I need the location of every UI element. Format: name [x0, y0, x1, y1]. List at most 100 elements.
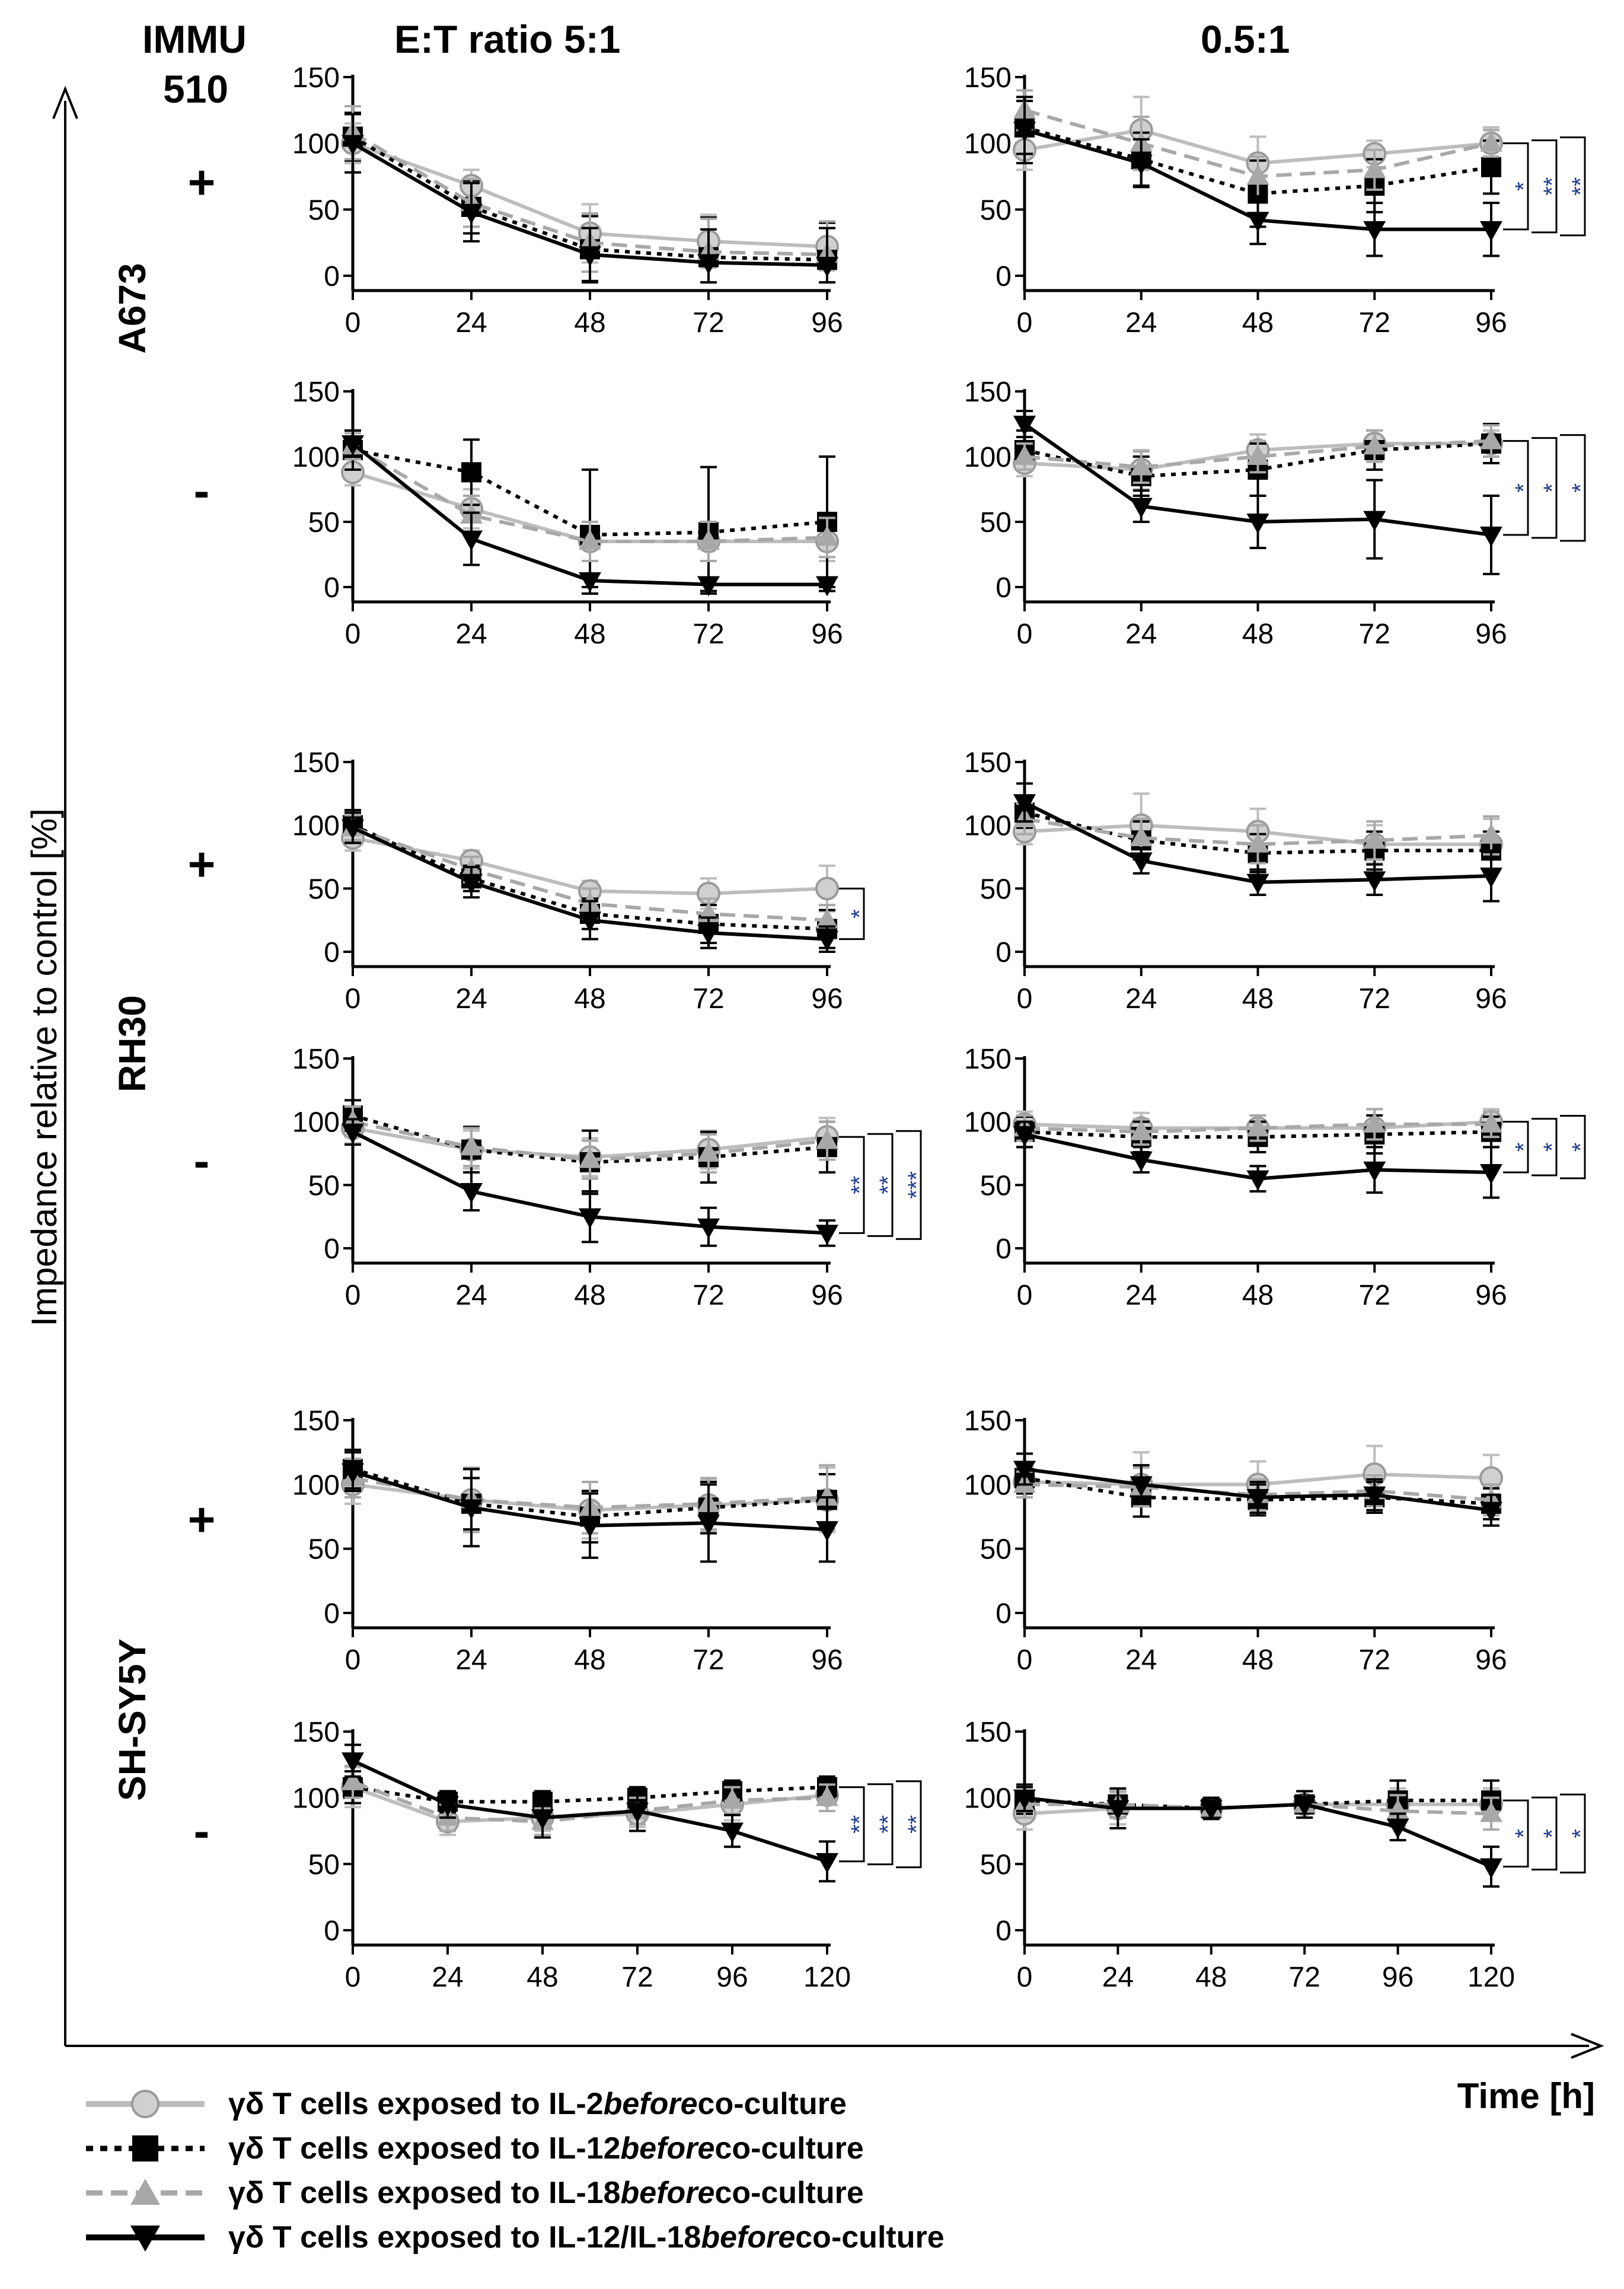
x-tick-label: 72 — [1359, 1644, 1390, 1676]
column-title-0-5-1: 0.5:1 — [1201, 17, 1290, 61]
series-line — [1024, 439, 1492, 469]
y-tick-label: 150 — [292, 747, 340, 779]
immu-label-line2: 510 — [163, 67, 229, 111]
data-point — [460, 1499, 483, 1520]
data-point — [1363, 1486, 1386, 1507]
y-tick-label: 100 — [964, 1469, 1012, 1501]
main-y-axis-arrow — [52, 85, 78, 119]
y-tick-label: 150 — [292, 377, 340, 408]
x-tick-label: 0 — [1017, 307, 1033, 339]
x-tick-label: 72 — [1359, 619, 1390, 650]
data-point — [579, 246, 601, 267]
legend-emph-il12: before — [620, 2131, 715, 2166]
x-tick-label: 48 — [574, 307, 605, 339]
data-point — [1481, 157, 1501, 177]
y-tick-label: 100 — [964, 1783, 1012, 1815]
y-tick-label: 50 — [308, 1534, 340, 1566]
series-line — [1024, 1122, 1491, 1134]
data-point — [1363, 511, 1386, 531]
legend-label-il18: γδ T cells exposed to IL-18 — [228, 2175, 621, 2210]
significance-label: ** — [875, 1815, 901, 1834]
significance-bracket — [867, 1783, 894, 1866]
x-tick-label: 72 — [1359, 307, 1390, 339]
data-point — [1480, 868, 1502, 888]
x-tick-label: 0 — [1017, 1644, 1033, 1676]
y-tick-label: 0 — [996, 937, 1012, 968]
data-point — [1013, 1461, 1036, 1481]
y-tick-label: 100 — [964, 129, 1012, 160]
data-point — [579, 530, 601, 550]
x-tick-label: 72 — [693, 1280, 724, 1311]
data-point — [1246, 514, 1269, 534]
data-point — [1363, 434, 1386, 455]
data-point — [460, 873, 483, 894]
series-line — [352, 1780, 828, 1823]
significance-bracket — [1532, 437, 1558, 539]
data-point — [1480, 131, 1502, 152]
significance-label: * — [847, 909, 873, 919]
x-tick-label: 24 — [432, 1962, 463, 1993]
y-tick-label: 0 — [324, 1598, 340, 1630]
x-tick-label: 72 — [693, 619, 724, 650]
data-point — [461, 462, 481, 483]
significance-label: * — [1539, 1829, 1565, 1838]
x-tick-label: 0 — [345, 1280, 361, 1311]
y-tick-label: 150 — [964, 377, 1012, 408]
x-axis-title: Time [h] — [1457, 2076, 1595, 2116]
y-tick-label: 100 — [964, 811, 1012, 842]
y-tick-label: 0 — [324, 572, 340, 604]
significance-bracket — [1503, 142, 1529, 231]
y-tick-label: 0 — [996, 261, 1012, 292]
series-line — [1024, 1130, 1492, 1139]
y-tick-label: 50 — [308, 195, 340, 226]
data-point — [579, 572, 601, 592]
significance-label: * — [1539, 483, 1565, 493]
y-tick-label: 150 — [964, 1405, 1012, 1437]
legend-label-il12-il18: γδ T cells exposed to IL-12/IL-18 — [228, 2220, 701, 2255]
x-tick-label: 96 — [1382, 1962, 1414, 1993]
chart-panel: 0 50 100 150 0 24 48 72 96 — [964, 747, 1507, 1015]
significance-label: * — [1511, 1143, 1537, 1152]
x-tick-label: 48 — [574, 1280, 605, 1311]
significance-label: ** — [847, 1815, 873, 1834]
x-tick-label: 72 — [693, 307, 724, 339]
data-point — [579, 1147, 601, 1168]
significance-bracket — [1532, 139, 1558, 234]
significance-label: ** — [875, 1176, 901, 1194]
significance-label: * — [1568, 1143, 1594, 1152]
data-point — [1130, 1476, 1153, 1497]
legend-emph-il2: before — [603, 2086, 698, 2121]
data-point — [342, 435, 364, 455]
data-point — [1130, 1120, 1153, 1140]
x-tick-label: 48 — [527, 1962, 558, 1993]
data-point — [816, 908, 838, 929]
x-tick-label: 96 — [1475, 307, 1507, 339]
x-tick-label: 96 — [811, 1280, 843, 1311]
x-tick-label: 24 — [455, 619, 487, 650]
x-tick-label: 72 — [1359, 983, 1390, 1015]
data-point — [1130, 852, 1153, 873]
legend-swatch-il12-il18 — [86, 2225, 205, 2252]
x-tick-label: 96 — [811, 1644, 843, 1676]
x-tick-label: 24 — [455, 1280, 487, 1311]
legend-label-il12: γδ T cells exposed to IL-12 — [228, 2131, 621, 2166]
data-point — [1480, 1501, 1502, 1522]
y-tick-label: 0 — [324, 1915, 340, 1947]
x-tick-label: 48 — [1242, 1644, 1274, 1676]
y-tick-label: 100 — [292, 442, 340, 473]
data-point — [697, 1218, 720, 1239]
y-tick-label: 50 — [980, 873, 1012, 905]
significance-bracket — [1532, 1796, 1558, 1871]
immu-sign: + — [188, 156, 216, 209]
data-point — [1480, 1112, 1502, 1133]
data-point — [531, 1809, 554, 1830]
x-tick-label: 48 — [1242, 1280, 1274, 1311]
x-tick-label: 48 — [1195, 1962, 1227, 1993]
legend: γδ T cells exposed to IL-2 before co-cul… — [83, 2081, 1447, 2259]
immu-label-line1: IMMU — [142, 17, 247, 61]
data-point — [1246, 873, 1269, 894]
x-tick-label: 24 — [455, 1644, 487, 1676]
data-point — [1480, 1802, 1502, 1822]
